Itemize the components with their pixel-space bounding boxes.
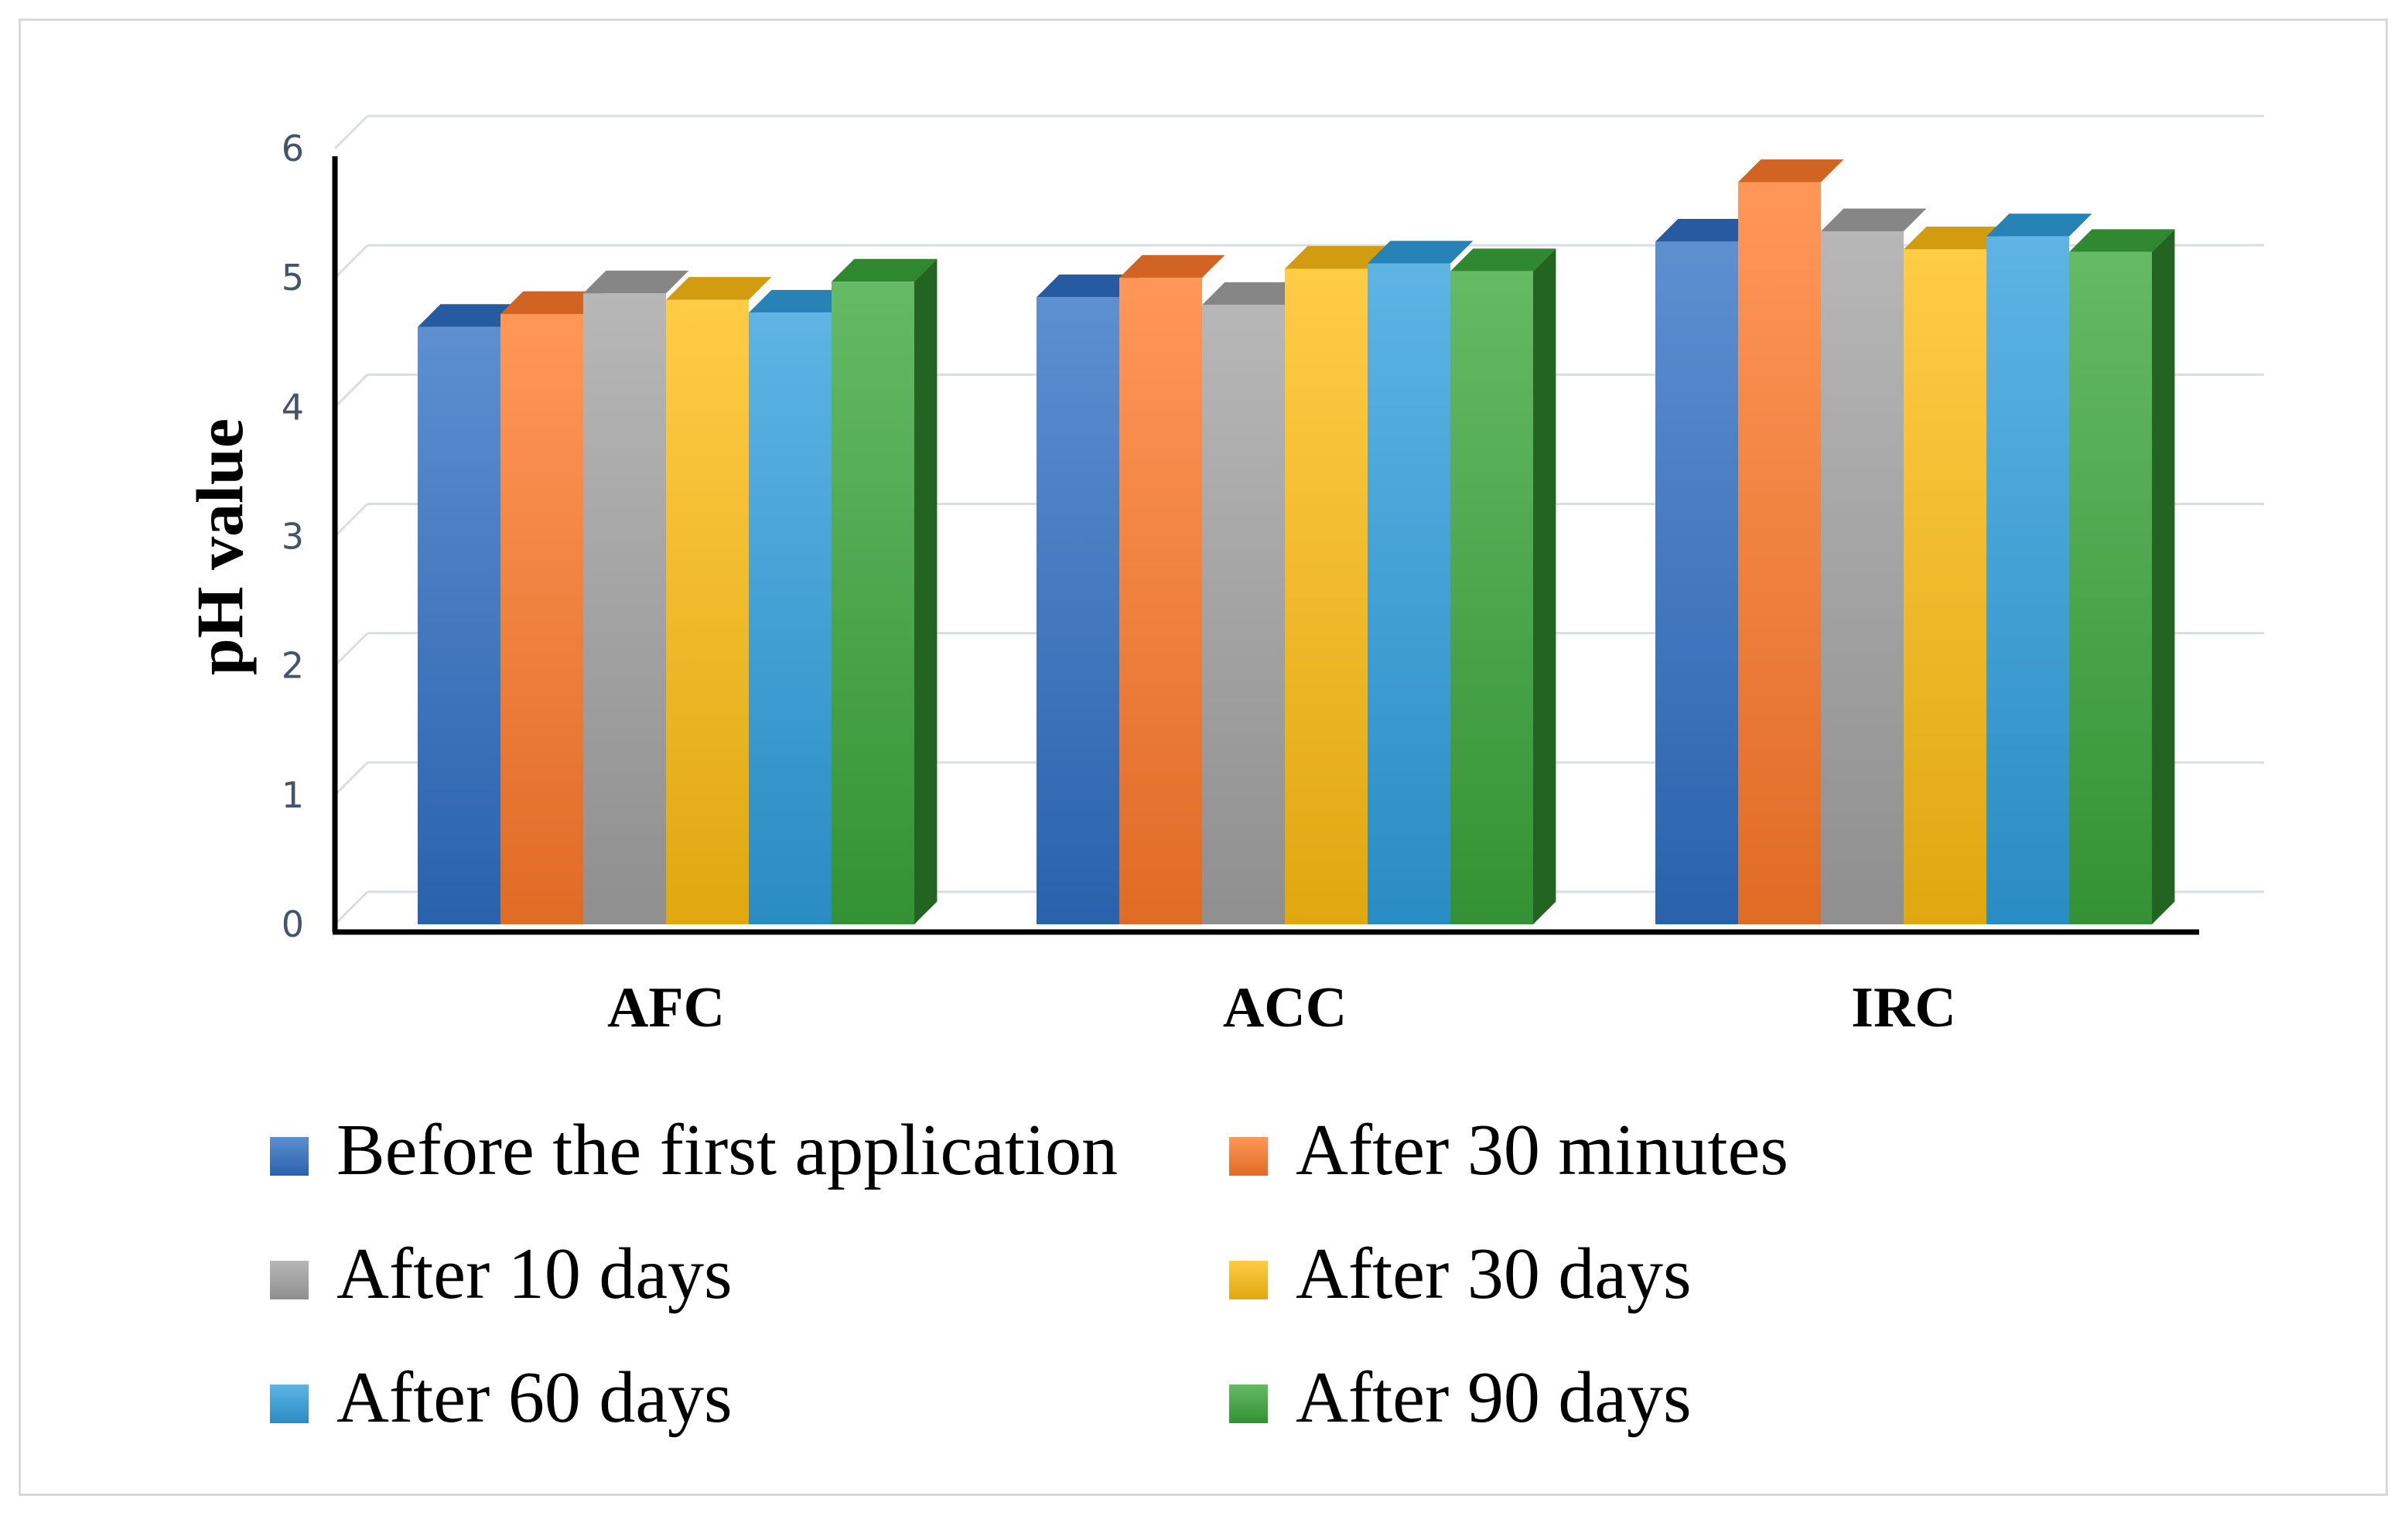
gridline-connector [333, 244, 369, 279]
bar [1119, 254, 1225, 925]
gridline-connector [333, 890, 369, 926]
legend-item: After 30 minutes [1229, 1110, 1788, 1190]
bar [749, 289, 855, 925]
gridline-connector [333, 761, 369, 796]
axes [332, 156, 2199, 935]
y-tick-labels: 0 1 2 3 4 5 6 [282, 128, 304, 945]
y-tick-label: 6 [282, 128, 304, 169]
bar [1821, 208, 1927, 924]
bar [832, 258, 938, 925]
legend-label: After 60 days [336, 1357, 733, 1438]
legend-item: After 90 days [1229, 1357, 1692, 1438]
bar [1986, 213, 2092, 924]
legend-swatch [270, 1137, 309, 1176]
gridline-connector [333, 503, 369, 538]
category-label: IRC [1851, 976, 1956, 1040]
legend: Before the first application After 30 min… [270, 1110, 1788, 1438]
bar [1368, 241, 1474, 924]
y-tick-label: 4 [282, 386, 304, 428]
bar [1904, 226, 2010, 924]
legend-label: After 30 minutes [1296, 1110, 1788, 1190]
y-tick-label: 3 [282, 516, 304, 558]
gridline-connector [333, 114, 369, 150]
legend-item: Before the first application [270, 1110, 1118, 1190]
legend-item: After 60 days [270, 1357, 733, 1438]
chart-frame: 0 1 2 3 4 5 6 AFC ACC IRC pH value Before the fi… [19, 19, 2388, 1496]
y-tick-label: 2 [282, 645, 304, 687]
bars [418, 159, 2175, 925]
bar [666, 277, 772, 925]
legend-label: Before the first application [336, 1110, 1118, 1190]
bar [500, 291, 606, 924]
legend-item: After 30 days [1229, 1234, 1692, 1314]
legend-label: After 10 days [336, 1234, 733, 1314]
legend-item: After 10 days [270, 1234, 733, 1314]
category-label: AFC [607, 976, 725, 1040]
bar [1655, 218, 1761, 924]
legend-swatch [1229, 1137, 1268, 1176]
gridline-connector [333, 374, 369, 408]
bar [1450, 248, 1556, 924]
gridline-connector [333, 632, 369, 667]
legend-swatch [270, 1261, 309, 1299]
legend-swatch [1229, 1385, 1268, 1423]
bar [1202, 282, 1308, 924]
legend-swatch [1229, 1261, 1268, 1299]
y-tick-label: 0 [282, 903, 304, 945]
y-axis-label: pH value [183, 418, 257, 675]
category-label: ACC [1223, 976, 1347, 1040]
bar [1738, 159, 1844, 925]
bar [418, 304, 524, 924]
bar [2069, 229, 2175, 924]
y-tick-label: 5 [282, 257, 304, 299]
legend-swatch [270, 1385, 309, 1423]
bar [1037, 274, 1143, 924]
bar [583, 270, 689, 924]
y-tick-label: 1 [282, 774, 304, 816]
legend-label: After 30 days [1296, 1234, 1692, 1314]
bar [1285, 246, 1391, 925]
legend-label: After 90 days [1296, 1357, 1692, 1438]
bar-chart: 0 1 2 3 4 5 6 AFC ACC IRC pH value Before the fi… [183, 114, 2264, 1438]
category-labels: AFC ACC IRC [607, 976, 1956, 1040]
